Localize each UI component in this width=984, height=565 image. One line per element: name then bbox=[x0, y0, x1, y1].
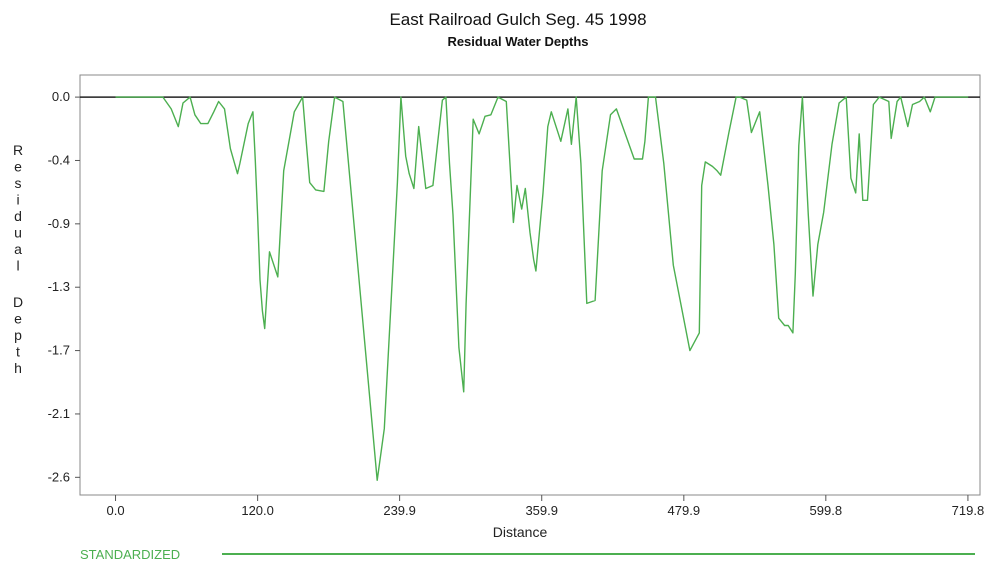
plot-frame bbox=[79, 74, 981, 496]
y-tick-label: -2.1 bbox=[48, 406, 70, 421]
y-axis-ticks: 0.0 -0.4 -0.9 -1.3 -1.7 -2.1 -2.6 bbox=[48, 89, 80, 484]
x-tick-label: 719.8 bbox=[952, 503, 984, 518]
x-axis-ticks: 0.0 120.0 239.9 359.9 479.9 599.8 719.8 bbox=[106, 495, 984, 518]
x-tick-label: 599.8 bbox=[810, 503, 843, 518]
y-tick-label: 0.0 bbox=[52, 89, 70, 104]
x-tick-label: 359.9 bbox=[525, 503, 558, 518]
series-line-standardized bbox=[115, 96, 969, 481]
series-group bbox=[115, 96, 969, 481]
chart-title: East Railroad Gulch Seg. 45 1998 bbox=[389, 10, 646, 29]
legend-label: STANDARDIZED bbox=[80, 547, 180, 562]
y-tick-label: -1.7 bbox=[48, 343, 70, 358]
x-tick-label: 120.0 bbox=[241, 503, 274, 518]
y-tick-label: -1.3 bbox=[48, 279, 70, 294]
chart-subtitle: Residual Water Depths bbox=[447, 34, 588, 49]
x-tick-label: 0.0 bbox=[106, 503, 124, 518]
x-tick-label: 479.9 bbox=[668, 503, 701, 518]
x-axis-label: Distance bbox=[493, 524, 548, 540]
legend: STANDARDIZED bbox=[80, 547, 975, 562]
y-tick-label: -0.9 bbox=[48, 216, 70, 231]
y-tick-label: -0.4 bbox=[48, 152, 70, 167]
x-tick-label: 239.9 bbox=[383, 503, 416, 518]
y-tick-label: -2.6 bbox=[48, 469, 70, 484]
